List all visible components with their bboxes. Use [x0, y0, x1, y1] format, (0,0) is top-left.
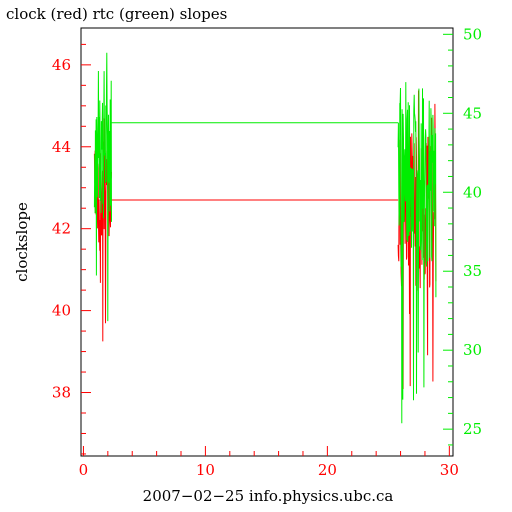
- y-axis-label: clockslope: [13, 202, 31, 282]
- x-tick-label: 10: [196, 461, 215, 479]
- right-tick-label: 50: [463, 25, 482, 43]
- chart-title: clock (red) rtc (green) slopes: [6, 5, 227, 23]
- left-y-axis: 38 40 42 44 46: [52, 43, 91, 455]
- x-axis-label: 2007−02−25 info.physics.ubc.ca: [143, 487, 394, 505]
- right-tick-label: 35: [463, 262, 482, 280]
- x-tick-label: 30: [440, 461, 459, 479]
- x-tick-label: 0: [79, 461, 89, 479]
- left-tick-label: 42: [52, 220, 71, 238]
- x-axis: 0 10 20 30: [79, 446, 459, 479]
- plot-frame: [80, 27, 454, 457]
- right-y-axis: 25 30 35 40 45 50: [443, 25, 482, 446]
- rtc-series-line: [397, 82, 437, 424]
- right-tick-label: 25: [463, 420, 482, 438]
- left-tick-label: 46: [52, 56, 71, 74]
- left-tick-label: 40: [52, 302, 71, 320]
- plot-lines: [93, 52, 437, 424]
- right-tick-label: 40: [463, 183, 482, 201]
- x-tick-label: 20: [318, 461, 337, 479]
- rtc-series-line: [93, 52, 112, 322]
- right-tick-label: 45: [463, 104, 482, 122]
- right-tick-label: 30: [463, 341, 482, 359]
- left-tick-label: 38: [52, 384, 71, 402]
- left-tick-label: 44: [52, 138, 71, 156]
